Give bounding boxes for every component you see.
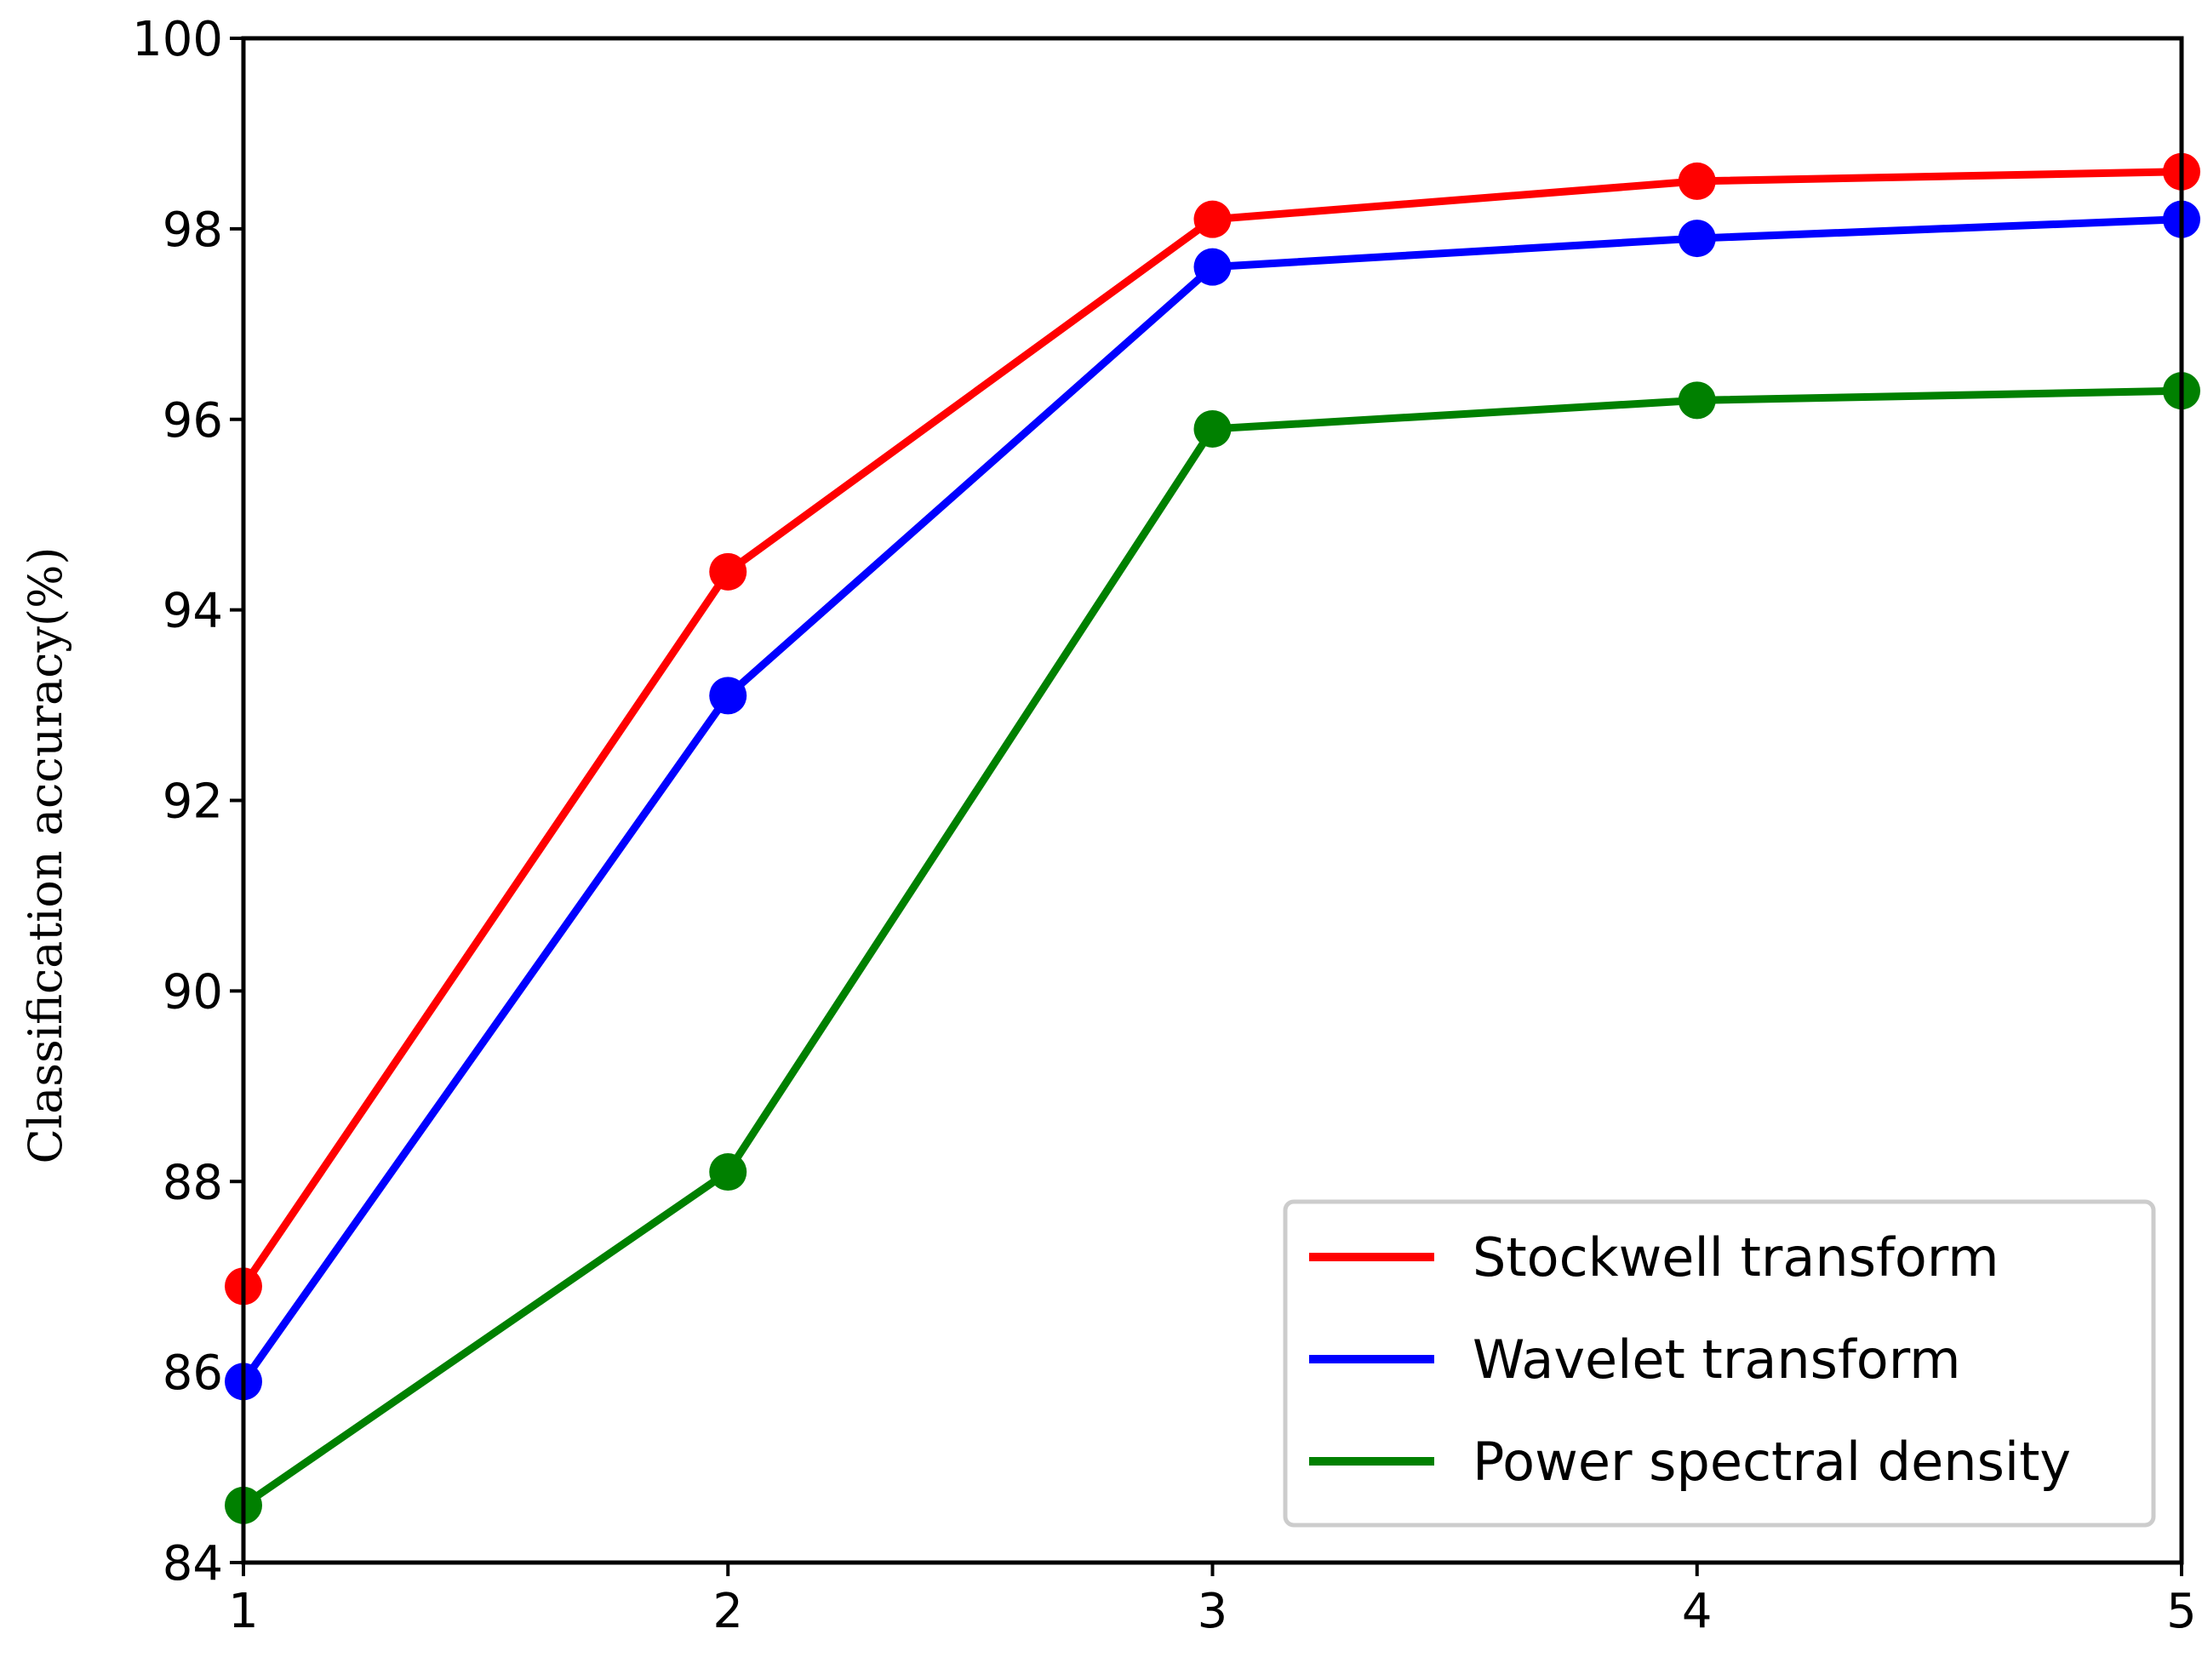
data-point-power-spectral-density: [1678, 381, 1716, 420]
y-tick-label: 92: [163, 774, 223, 830]
y-tick-label: 84: [163, 1536, 223, 1591]
x-tick-label: 5: [2166, 1584, 2197, 1639]
y-axis-label: Classification accuracy(%): [19, 546, 72, 1163]
plot-frame: [241, 36, 2184, 1565]
y-tick-label: 96: [163, 393, 223, 449]
x-tick-label: 3: [1198, 1584, 1228, 1639]
data-point-power-spectral-density: [1193, 409, 1232, 448]
legend-label: Stockwell transform: [1473, 1226, 1999, 1289]
data-point-stockwell-transform: [1678, 162, 1716, 200]
x-tick-label: 2: [712, 1584, 743, 1639]
data-point-wavelet-transform: [709, 677, 747, 715]
legend: Stockwell transform Wavelet transform Powe…: [1283, 1199, 2156, 1528]
axis-ticks: 84 86 88 90 92 94 96 98 100 1 2 3 4 5: [132, 12, 2197, 1639]
data-point-wavelet-transform: [1678, 220, 1716, 258]
y-tick-label: 98: [163, 203, 223, 258]
legend-label: Wavelet transform: [1473, 1329, 1961, 1391]
y-tick-label: 88: [163, 1155, 223, 1210]
y-tick-label: 100: [132, 12, 223, 67]
x-tick-label: 1: [228, 1584, 259, 1639]
data-point-stockwell-transform: [1193, 200, 1232, 238]
x-tick-label: 4: [1682, 1584, 1713, 1639]
legend-box: [1283, 1199, 2156, 1528]
y-tick-label: 94: [163, 584, 223, 639]
series-line-stockwell-transform: [239, 168, 2186, 1290]
data-point-stockwell-transform: [709, 552, 747, 591]
data-point-power-spectral-density: [709, 1153, 747, 1191]
data-point-wavelet-transform: [1193, 248, 1232, 286]
y-tick-label: 86: [163, 1346, 223, 1401]
legend-label: Power spectral density: [1473, 1431, 2071, 1493]
plot-series: [225, 152, 2200, 1524]
y-tick-label: 90: [163, 964, 223, 1020]
